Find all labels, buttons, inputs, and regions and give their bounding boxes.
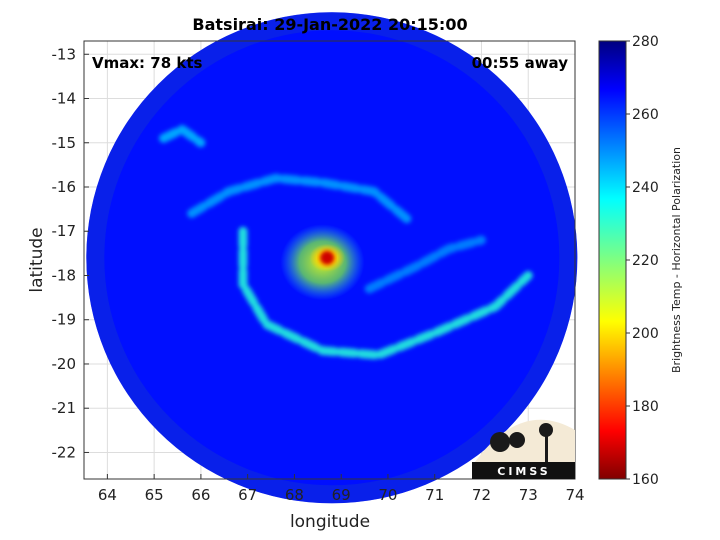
logo-dish-icon bbox=[490, 432, 510, 452]
y-tick-label: -17 bbox=[52, 222, 77, 240]
colorbar-tick-label: 220 bbox=[632, 253, 659, 269]
rainband bbox=[187, 173, 416, 227]
colorbar-tick-label: 240 bbox=[632, 180, 659, 196]
rainband bbox=[364, 235, 486, 294]
colorbar-tick-label: 280 bbox=[632, 34, 659, 50]
x-tick-label: 68 bbox=[285, 486, 304, 504]
rainband bbox=[238, 226, 533, 360]
x-tick-label: 64 bbox=[98, 486, 117, 504]
y-tick-label: -18 bbox=[52, 266, 77, 284]
x-tick-label: 74 bbox=[565, 486, 584, 504]
x-tick-label: 73 bbox=[519, 486, 538, 504]
y-tick-label: -15 bbox=[52, 134, 77, 152]
rainband bbox=[159, 125, 206, 148]
x-tick-label: 69 bbox=[332, 486, 351, 504]
swath-tone bbox=[86, 12, 578, 504]
colorbar-tick-label: 260 bbox=[632, 107, 659, 123]
plot-frame bbox=[83, 40, 576, 480]
x-tick-label: 66 bbox=[191, 486, 210, 504]
y-tick-label: -22 bbox=[52, 443, 77, 461]
y-axis-label: latitude bbox=[27, 227, 47, 292]
chart-title: Batsirai: 29-Jan-2022 20:15:00 bbox=[192, 15, 467, 34]
logo-text: CIMSS bbox=[497, 465, 550, 478]
x-tick-label: 71 bbox=[425, 486, 444, 504]
cimss-logo: CIMSS bbox=[472, 419, 575, 479]
colorbar-tick-label: 200 bbox=[632, 326, 659, 342]
y-tick-label: -14 bbox=[52, 90, 77, 108]
logo-tower-icon bbox=[539, 423, 553, 437]
colorbar-label: Brightness Temp - Horizontal Polarizatio… bbox=[670, 147, 683, 373]
vmax-annotation: Vmax: 78 kts bbox=[92, 54, 202, 72]
plot-area: 64 65 66 67 68 69 70 71 72 73 74 -13-14-15-16-17-1… bbox=[52, 12, 585, 504]
colorbar-tick-label: 180 bbox=[632, 399, 659, 415]
x-tick-label: 72 bbox=[472, 486, 491, 504]
y-tick-label: -13 bbox=[52, 45, 77, 63]
x-tick-label: 67 bbox=[238, 486, 257, 504]
rainbands bbox=[159, 125, 533, 360]
colorbar: 160 180 200 220 240 260 280 Brightness Temp - … bbox=[598, 34, 683, 488]
x-tick-label: 70 bbox=[378, 486, 397, 504]
eye-core bbox=[320, 250, 335, 265]
x-tick-labels: 64 65 66 67 68 69 70 71 72 73 74 bbox=[98, 474, 585, 504]
logo-tower-icon bbox=[545, 434, 548, 462]
time-offset-annotation: 00:55 away bbox=[472, 54, 569, 72]
logo-band bbox=[472, 462, 575, 479]
swath bbox=[86, 12, 578, 504]
colorbar-ramp bbox=[598, 40, 627, 480]
colorbar-tick-labels: 160 180 200 220 240 260 280 bbox=[626, 34, 659, 488]
y-tick-label: -16 bbox=[52, 178, 77, 196]
x-axis-label: longitude bbox=[290, 512, 370, 532]
colorbar-tick-label: 160 bbox=[632, 472, 659, 488]
y-tick-labels: -13 -14 -15 -16 -17 -18 -19 -20 -21 -22 bbox=[52, 45, 89, 461]
x-tick-label: 65 bbox=[145, 486, 164, 504]
logo-dish-icon bbox=[509, 432, 525, 448]
y-tick-label: -21 bbox=[52, 399, 77, 417]
y-tick-label: -19 bbox=[52, 311, 77, 329]
y-tick-label: -20 bbox=[52, 355, 77, 373]
